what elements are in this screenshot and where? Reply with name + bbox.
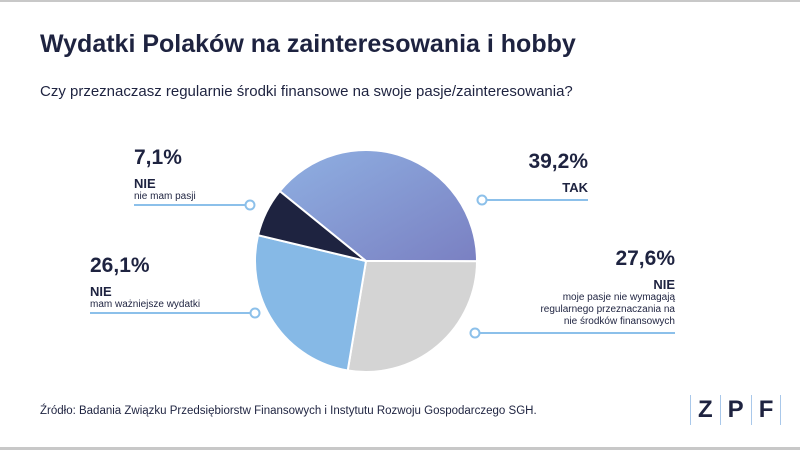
slice-category: NIE bbox=[653, 277, 675, 292]
slice-percent: 27,6% bbox=[615, 247, 675, 270]
label-nie-important: 26,1% NIE mam ważniejsze wydatki bbox=[90, 254, 200, 311]
slice-tak bbox=[278, 149, 479, 263]
slice-category: TAK bbox=[562, 180, 588, 195]
leader-dot bbox=[244, 199, 256, 211]
logo-letter: P bbox=[727, 396, 744, 423]
slice-desc: nie środków finansowych bbox=[563, 316, 675, 327]
slice-percent: 26,1% bbox=[90, 254, 150, 277]
leader-dot bbox=[469, 327, 481, 339]
label-tak: 39,2% TAK bbox=[480, 150, 588, 195]
top-border bbox=[0, 0, 800, 2]
label-nie-no-passion: 7,1% NIE nie mam pasji bbox=[134, 146, 196, 203]
label-nie-no-need: 27,6% NIE moje pasje nie wymagają regula… bbox=[480, 247, 675, 328]
leader-dot bbox=[249, 307, 261, 319]
zpf-logo: Z P F bbox=[690, 393, 782, 427]
slice-desc: regularnego przeznaczania na bbox=[540, 304, 675, 315]
page-title: Wydatki Polaków na zainteresowania i hob… bbox=[40, 30, 576, 58]
slice-nie-no-passion bbox=[256, 189, 367, 262]
slice-nie-important bbox=[254, 233, 368, 372]
slice-percent: 39,2% bbox=[528, 150, 588, 173]
slice-desc: mam ważniejsze wydatki bbox=[90, 299, 201, 310]
chart-subtitle: Czy przeznaczasz regularnie środki finan… bbox=[40, 83, 573, 100]
slice-category: NIE bbox=[134, 176, 156, 191]
slice-percent: 7,1% bbox=[134, 146, 182, 169]
slice-category: NIE bbox=[90, 284, 112, 299]
bottom-border bbox=[0, 447, 800, 450]
logo-letter: F bbox=[758, 396, 774, 423]
slice-nie-no-need bbox=[346, 259, 479, 373]
slice-desc: nie mam pasji bbox=[134, 191, 196, 202]
logo-letter: Z bbox=[698, 396, 713, 423]
source-note: Źródło: Badania Związku Przedsiębiorstw … bbox=[40, 405, 537, 417]
slice-desc: moje pasje nie wymagają bbox=[562, 292, 675, 303]
leader-dot bbox=[476, 194, 488, 206]
